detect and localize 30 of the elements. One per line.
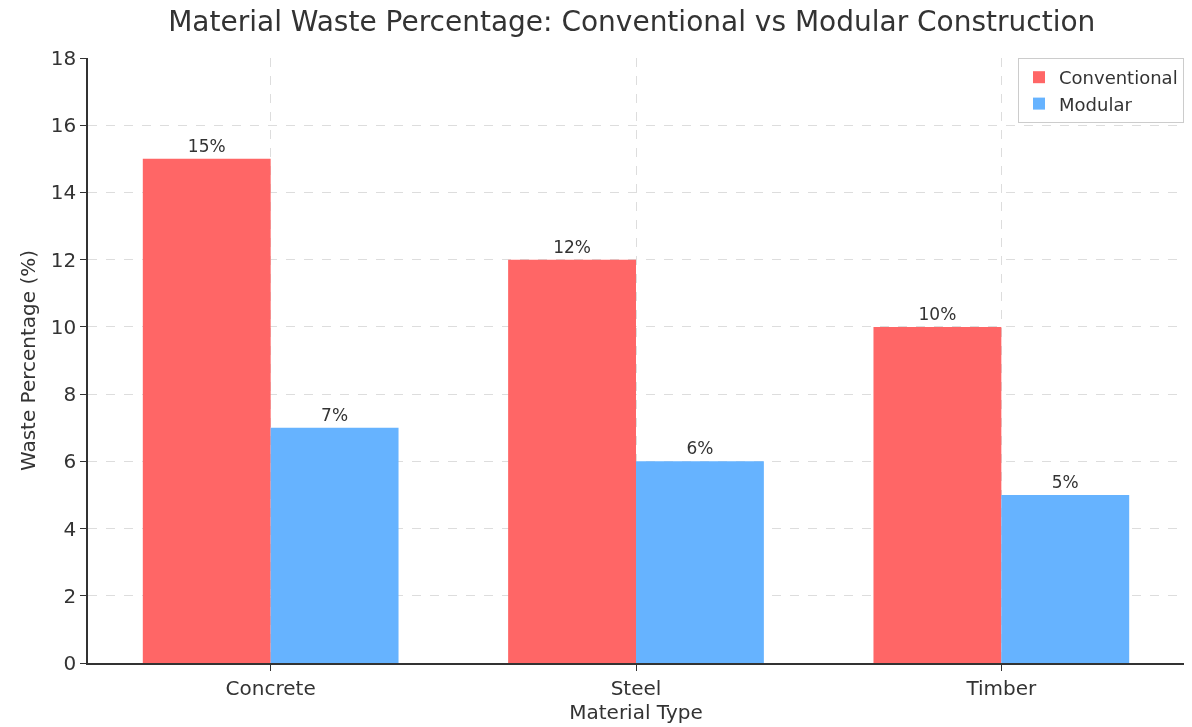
y-axis-title: Waste Percentage (%) bbox=[15, 249, 40, 472]
y-tick-label: 12 bbox=[50, 247, 77, 272]
data-label: 7% bbox=[321, 404, 349, 425]
data-label: 15% bbox=[187, 135, 226, 156]
data-label: 6% bbox=[686, 438, 714, 459]
bar bbox=[508, 259, 636, 663]
bar bbox=[873, 326, 1002, 663]
y-tick-label: 6 bbox=[63, 449, 77, 474]
y-tick-label: 2 bbox=[63, 583, 77, 608]
x-tick-label: Timber bbox=[965, 675, 1038, 700]
data-label: 5% bbox=[1051, 471, 1079, 492]
x-tick-label: Concrete bbox=[225, 675, 316, 700]
data-label: 12% bbox=[553, 236, 591, 257]
chart-title: Material Waste Percentage: Conventional vs Modular Construction bbox=[168, 4, 1096, 38]
y-tick-label: 10 bbox=[50, 314, 77, 339]
bar bbox=[1001, 494, 1130, 663]
y-tick-label: 18 bbox=[50, 46, 77, 70]
y-tick-label: 14 bbox=[50, 180, 77, 205]
legend-label: Modular bbox=[1059, 93, 1133, 115]
bar bbox=[142, 158, 271, 663]
y-tick-label: 4 bbox=[63, 516, 77, 541]
x-tick-label: Steel bbox=[610, 675, 662, 700]
bar bbox=[270, 427, 399, 663]
y-tick-label: 16 bbox=[50, 113, 77, 138]
y-tick-label: 0 bbox=[63, 651, 77, 675]
y-tick-label: 8 bbox=[63, 382, 77, 407]
data-label: 10% bbox=[918, 303, 957, 324]
legend-label: Conventional bbox=[1059, 67, 1178, 89]
bar bbox=[636, 461, 764, 663]
x-axis-title: Material Type bbox=[569, 699, 703, 724]
